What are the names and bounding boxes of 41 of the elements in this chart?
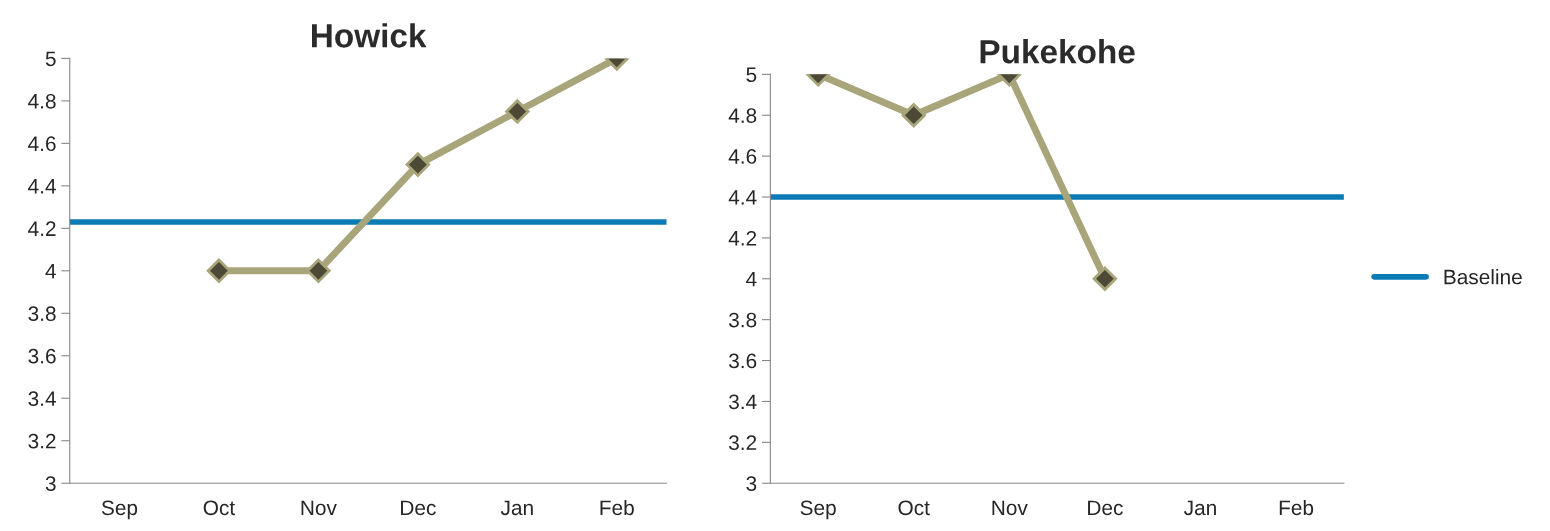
y-tick-label: 4.2 <box>728 230 757 246</box>
y-tick-label: 4.6 <box>728 149 757 164</box>
y-tick-label: 5 <box>45 51 56 67</box>
x-tick-label: Sep <box>101 500 138 520</box>
y-tick-label: 3.2 <box>28 433 56 449</box>
y-tick-label: 4.2 <box>28 221 56 236</box>
y-tick-label: 4.6 <box>28 136 56 152</box>
point <box>505 99 530 124</box>
x-tick-label: Feb <box>1279 499 1314 516</box>
x-tick-label: Feb <box>600 499 634 516</box>
y-tick-label: 5 <box>746 67 757 83</box>
y-tick-label: 4.8 <box>28 93 56 109</box>
x-tick-label: Oct <box>203 500 235 516</box>
y-tick-label: 3.2 <box>728 435 757 451</box>
y-tick-label: 3.6 <box>28 348 56 364</box>
x-tick-label: Jan <box>1184 500 1216 516</box>
point <box>405 152 431 177</box>
x-tick-label: Dec <box>1088 500 1123 516</box>
point <box>206 258 232 283</box>
y-tick-label: 3.6 <box>728 353 757 369</box>
y-tick-label: 3 <box>45 476 56 491</box>
y-tick-label: 4.8 <box>728 108 757 123</box>
y-tick-label: 4 <box>746 271 757 287</box>
x-tick-label: Oct <box>898 500 930 516</box>
y-tick-label: 4.4 <box>28 179 56 194</box>
x-tick-label: Sep <box>800 500 836 520</box>
chart-title: Howick <box>312 23 427 48</box>
x-tick-label: Jan <box>500 500 533 516</box>
x-tick-label: Dec <box>401 500 436 516</box>
legend-label: Baseline <box>1444 269 1522 285</box>
y-tick-label: 3 <box>746 476 757 491</box>
y-tick-label: 4.4 <box>728 190 757 205</box>
y-tick-label: 3.4 <box>28 391 56 406</box>
x-tick-label: Nov <box>301 500 337 516</box>
y-tick-label: 4 <box>45 264 56 279</box>
y-tick-label: 3.4 <box>728 394 757 410</box>
chart-title: Pukekohe <box>980 39 1135 64</box>
point <box>306 258 331 283</box>
x-tick-label: Nov <box>992 500 1028 516</box>
y-tick-label: 3.8 <box>28 306 56 322</box>
y-tick-label: 3.8 <box>728 312 757 328</box>
